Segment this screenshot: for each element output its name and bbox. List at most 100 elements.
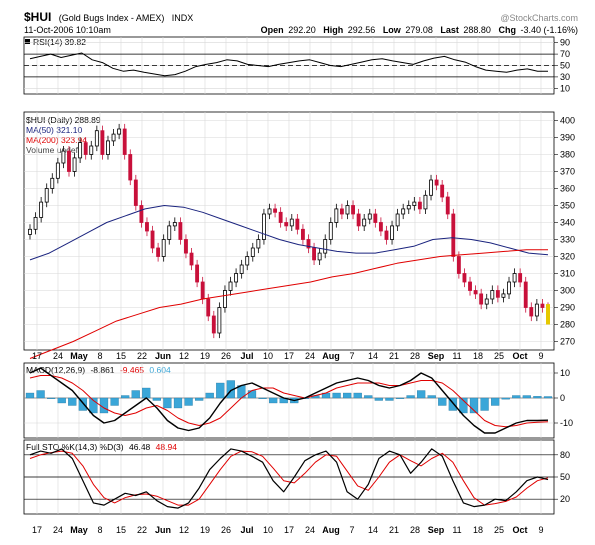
sto-legend-name: Full STO %K(14,3) %D(3) [26, 442, 124, 452]
candle-body [540, 303, 545, 308]
macd-histogram-bar [89, 397, 98, 414]
x-tick-label: 15 [116, 525, 126, 535]
candle-body [429, 179, 433, 196]
candle-body [33, 216, 38, 230]
x-tick-label: 10 [263, 525, 273, 535]
sto-legend-k: 46.48 [129, 442, 151, 452]
candle-body [184, 239, 188, 254]
macd-histogram-bar [374, 397, 383, 401]
x-tick-label: 22 [137, 525, 147, 535]
candle-body [384, 230, 389, 240]
candle-body [245, 256, 250, 266]
candle-body [362, 218, 367, 227]
ma200-line [29, 249, 548, 359]
candle-body [223, 290, 227, 308]
candle-body [106, 140, 110, 155]
candle-body [462, 273, 467, 283]
candle-body [468, 281, 472, 291]
price-tick-label: 320 [560, 252, 575, 262]
macd-tick-label: 10 [560, 368, 570, 378]
candle-body [39, 201, 44, 218]
macd-legend-signal: -9.465 [120, 365, 144, 375]
macd-histogram-bar [364, 395, 373, 399]
candle-body [289, 218, 294, 227]
open-value: 292.20 [288, 25, 316, 35]
rsi-tick-label: 30 [560, 72, 570, 82]
sto-k-line [29, 448, 549, 509]
macd-histogram-bar [142, 387, 151, 399]
sto-d-line [29, 450, 549, 506]
x-tick-label: 26 [221, 351, 231, 361]
axis-layer: 17 17 24 24 May May 8 8 15 15 22 22 Jun Jun 12 12 19 19 26… [32, 38, 575, 535]
macd-histogram-bar [395, 397, 405, 399]
x-tick-label: 9 [538, 525, 543, 535]
candle-body [473, 290, 478, 295]
candle-body [83, 142, 88, 155]
candle-body [417, 201, 422, 210]
macd-histogram-bar [68, 397, 77, 406]
candle-body [228, 281, 233, 291]
candle-body [267, 208, 272, 215]
volume-legend: Volume undef [26, 145, 79, 155]
x-tick-label: 25 [494, 351, 504, 361]
x-tick-label: 22 [137, 351, 147, 361]
macd-signal-line [29, 375, 549, 428]
chg-value: -3.40 (-1.16%) [520, 25, 578, 35]
macd-legend-hist: 0.604 [149, 365, 171, 375]
candle-body [239, 264, 244, 274]
ma50-legend: MA(50) 321.10 [26, 125, 82, 135]
candle-body [423, 194, 428, 210]
x-tick-label: 21 [389, 351, 399, 361]
x-tick-label: 14 [368, 351, 378, 361]
candle-body [145, 222, 149, 232]
candle-body [328, 222, 333, 240]
candle-body [72, 157, 77, 172]
candle-body [211, 315, 216, 334]
candle-body [406, 205, 411, 210]
exchange: INDX [172, 13, 194, 23]
macd-histogram-bar [427, 395, 436, 399]
x-tick-label: 7 [349, 351, 354, 361]
x-tick-label: 7 [349, 525, 354, 535]
candle-body [484, 298, 489, 305]
sto-tick-label: 50 [560, 472, 570, 482]
candle-body [284, 222, 289, 227]
x-tick-label: Aug [322, 525, 340, 535]
x-tick-label: 11 [452, 351, 461, 361]
candle-body [351, 205, 355, 215]
macd-histogram-bar [417, 390, 426, 399]
macd-histogram-bar [184, 397, 193, 406]
x-tick-label: 17 [284, 525, 294, 535]
candle-body [122, 128, 127, 155]
candle-body [490, 290, 495, 300]
x-tick-label: 21 [389, 525, 399, 535]
x-tick-label: 24 [53, 351, 63, 361]
macd-tick-label: 0 [560, 393, 565, 403]
macd-histogram-bar [332, 392, 341, 399]
candle-body [234, 273, 239, 283]
candle-body [250, 247, 255, 257]
candle-body [61, 150, 66, 164]
candle-body [345, 205, 350, 215]
price-tick-label: 390 [560, 133, 575, 143]
x-tick-label: 8 [97, 525, 102, 535]
price-tick-label: 370 [560, 167, 575, 177]
macd-histogram-bar [533, 396, 542, 399]
candle-body [507, 281, 511, 295]
macd-histogram-bar [269, 397, 278, 404]
candle-body [445, 196, 450, 215]
macd-histogram-bar [522, 395, 531, 399]
last-value: 288.80 [463, 25, 491, 35]
macd-legend-macd: -8.861 [90, 365, 114, 375]
candle-body [133, 179, 138, 206]
macd-histogram-bar [173, 397, 183, 409]
price-tick-label: 360 [560, 184, 575, 194]
candle-body [518, 273, 523, 283]
macd-histogram-bar [57, 397, 66, 404]
rsi-legend-text: RSI(14) 39.82 [33, 37, 86, 47]
candle-body [434, 179, 439, 186]
candle-body [300, 228, 305, 240]
sto-legend: Full STO %K(14,3) %D(3) 46.48 48.94 [26, 442, 177, 452]
x-tick-label: May [70, 525, 88, 535]
x-tick-label: 12 [179, 351, 189, 361]
